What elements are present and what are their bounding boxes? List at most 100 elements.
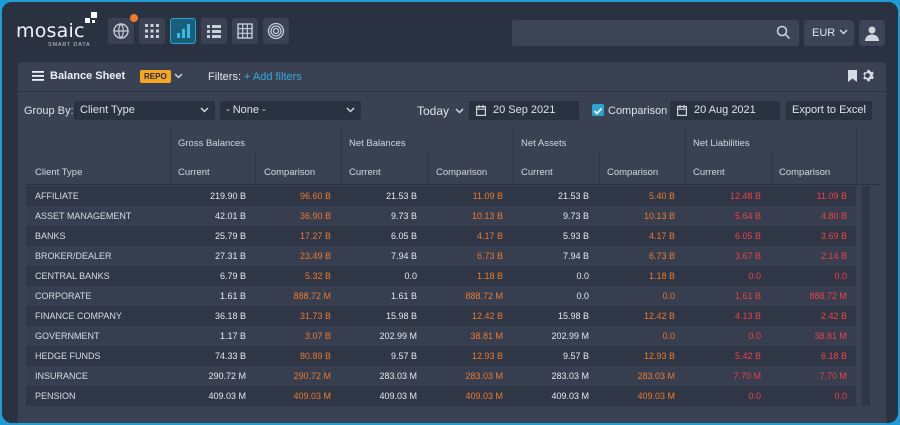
calendar-icon — [677, 105, 687, 116]
gear-icon[interactable] — [861, 69, 874, 82]
value-cell: 409.03 M — [551, 391, 589, 401]
value-cell: 409.03 M — [208, 391, 246, 401]
value-cell: 25.79 B — [214, 231, 246, 241]
target-icon[interactable] — [263, 18, 289, 44]
chevron-down-icon — [839, 29, 848, 35]
column-header[interactable]: Comparison — [607, 167, 659, 178]
add-filters-link[interactable]: + Add filters — [244, 71, 302, 83]
panel-title[interactable]: Balance Sheet — [32, 70, 125, 82]
client-type-cell: GOVERNMENT — [35, 331, 100, 341]
table-row[interactable]: HEDGE FUNDS 74.33 B 80.89 B 9.57 B 12.93 B 9.… — [26, 346, 856, 366]
value-cell: 9.73 B — [390, 211, 417, 221]
value-cell: 0.0 — [834, 271, 847, 281]
client-type-cell: HEDGE FUNDS — [35, 351, 101, 361]
column-header[interactable]: Current — [693, 167, 725, 178]
value-cell: 5.32 B — [304, 271, 331, 281]
value-cell: 888.72 M — [293, 291, 331, 301]
column-divider — [771, 152, 772, 186]
column-header[interactable]: Client Type — [35, 167, 83, 178]
table-row[interactable]: BROKER/DEALER 27.31 B 23.49 B 7.94 B 6.73 B 7… — [26, 246, 856, 266]
bookmark-icon[interactable] — [848, 70, 857, 82]
value-cell: 0.0 — [748, 331, 761, 341]
comparison-date-value: 20 Aug 2021 — [694, 104, 756, 116]
menu-icon[interactable] — [32, 71, 44, 81]
globe-icon[interactable] — [108, 14, 138, 44]
logo-mark-icon — [85, 12, 97, 23]
value-cell: 17.27 B — [299, 231, 331, 241]
value-cell: 219.90 B — [209, 191, 246, 201]
bar-chart-icon[interactable] — [170, 18, 196, 44]
column-header[interactable]: Comparison — [436, 167, 488, 178]
value-cell: 0.0 — [662, 291, 675, 301]
column-header-row: Client Type Current Comparison Current C… — [26, 152, 881, 185]
group-header: Net Liabilities — [693, 138, 750, 149]
currency-value: EUR — [812, 27, 836, 39]
table-row[interactable]: AFFILIATE 219.90 B 96.60 B 21.53 B 11.09 B 21… — [26, 186, 856, 206]
column-header[interactable]: Comparison — [779, 167, 831, 178]
chevron-down-icon[interactable] — [174, 73, 183, 79]
value-cell: 42.01 B — [214, 211, 246, 221]
check-icon — [593, 107, 603, 115]
list-icon[interactable] — [201, 18, 227, 44]
chevron-down-icon — [200, 107, 209, 113]
value-cell: 96.60 B — [299, 191, 331, 201]
table-row[interactable]: INSURANCE 290.72 M 290.72 M 283.03 M 283.03 … — [26, 366, 856, 386]
value-cell: 9.57 B — [562, 351, 589, 361]
scrollbar[interactable] — [862, 186, 870, 406]
value-cell: 290.72 M — [293, 371, 331, 381]
value-cell: 283.03 M — [379, 371, 417, 381]
value-cell: 1.17 B — [219, 331, 246, 341]
repo-badge[interactable]: REPO — [140, 70, 171, 83]
value-cell: 5.93 B — [562, 231, 589, 241]
value-cell: 283.03 M — [551, 371, 589, 381]
table-icon[interactable] — [232, 18, 258, 44]
value-cell: 80.89 B — [299, 351, 331, 361]
value-cell: 409.03 M — [293, 391, 331, 401]
column-header[interactable]: Current — [521, 167, 553, 178]
value-cell: 7.70 M — [733, 371, 761, 381]
table-row[interactable]: PENSION 409.03 M 409.03 M 409.03 M 409.03 M 4… — [26, 386, 856, 406]
column-divider — [255, 152, 256, 186]
table-row[interactable]: CENTRAL BANKS 6.79 B 5.32 B 0.0 1.18 B 0.0 1.1… — [26, 266, 856, 286]
currency-select[interactable]: EUR — [804, 20, 854, 46]
value-cell: 31.73 B — [299, 311, 331, 321]
logo[interactable]: mosaic SMART DATA — [16, 12, 100, 48]
column-divider — [427, 152, 428, 186]
value-cell: 5.40 B — [648, 191, 675, 201]
second-group-select[interactable]: - None - — [220, 101, 361, 120]
chevron-down-icon — [346, 107, 355, 113]
table-row[interactable]: BANKS 25.79 B 17.27 B 6.05 B 4.17 B 5.93 B 4.1… — [26, 226, 856, 246]
table-row[interactable]: CORPORATE 1.61 B 888.72 M 1.61 B 888.72 M 0.0… — [26, 286, 856, 306]
period-select[interactable]: Today — [417, 104, 464, 118]
column-header[interactable]: Current — [349, 167, 381, 178]
comparison-checkbox[interactable] — [592, 104, 604, 116]
client-type-cell: FINANCE COMPANY — [35, 311, 122, 321]
table-row[interactable]: FINANCE COMPANY 36.18 B 31.73 B 15.98 B 12.4… — [26, 306, 856, 326]
value-cell: 6.73 B — [476, 251, 503, 261]
value-cell: 409.03 M — [465, 391, 503, 401]
column-header[interactable]: Current — [178, 167, 210, 178]
value-cell: 4.17 B — [476, 231, 503, 241]
column-divider — [170, 128, 171, 186]
value-cell: 12.42 B — [643, 311, 675, 321]
balance-sheet-panel: Balance Sheet REPO Filters: + Add filter… — [18, 62, 886, 423]
user-icon[interactable] — [859, 20, 885, 46]
table-row[interactable]: ASSET MANAGEMENT 42.01 B 36.90 B 9.73 B 10.1… — [26, 206, 856, 226]
value-cell: 11.09 B — [472, 191, 503, 201]
comparison-date-picker[interactable]: 20 Aug 2021 — [670, 101, 780, 120]
value-cell: 409.03 M — [379, 391, 417, 401]
group-by-select[interactable]: Client Type — [74, 101, 215, 120]
column-header[interactable]: Comparison — [264, 167, 316, 178]
brand-tagline: SMART DATA — [48, 42, 91, 48]
value-cell: 6.73 B — [648, 251, 675, 261]
export-excel-button[interactable]: Export to Excel — [786, 101, 872, 120]
value-cell: 27.31 B — [214, 251, 246, 261]
value-cell: 283.03 M — [637, 371, 675, 381]
grid-apps-icon[interactable] — [139, 18, 165, 44]
table-row[interactable]: GOVERNMENT 1.17 B 3.07 B 202.99 M 38.81 M 202… — [26, 326, 856, 346]
search-input[interactable] — [512, 20, 799, 46]
value-cell: 38.81 M — [814, 331, 847, 341]
date-picker[interactable]: 20 Sep 2021 — [469, 101, 579, 120]
value-cell: 9.57 B — [390, 351, 417, 361]
